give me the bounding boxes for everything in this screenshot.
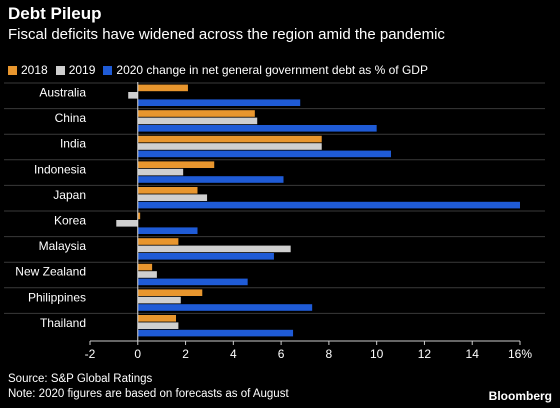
bar-korea-2019 [116,220,138,227]
x-tick-label: 4 [230,347,237,361]
legend-item-2020: 2020 change in net general government de… [103,63,428,77]
category-label-malaysia: Malaysia [39,239,87,253]
legend-item-2018: 2018 [8,63,48,77]
x-tick-label: 12 [418,347,432,361]
bar-thailand-2019 [137,322,179,329]
legend-label-2019: 2019 [68,63,96,77]
bar-australia-2018 [137,84,188,92]
bar-thailand-2020 [137,329,294,337]
bar-australia-2020 [137,99,301,106]
bar-new-zealand-2019 [137,271,157,278]
category-label-china: China [55,111,87,125]
bar-australia-2019 [128,92,138,99]
chart-title: Debt Pileup [8,4,102,23]
x-tick-label: 16% [508,347,532,361]
category-label-new-zealand: New Zealand [15,265,86,279]
bar-japan-2019 [137,194,208,201]
bar-thailand-2018 [137,315,176,322]
bar-malaysia-2018 [137,238,179,245]
bar-india-2020 [137,150,391,158]
chart-subtitle: Fiscal deficits have widened across the … [8,26,445,43]
category-label-korea: Korea [54,214,86,228]
bar-indonesia-2018 [137,161,215,168]
category-label-thailand: Thailand [40,316,86,330]
bar-japan-2018 [137,187,198,194]
category-label-philippines: Philippines [28,290,86,304]
bar-indonesia-2020 [137,176,284,183]
x-tick-label: 6 [278,347,285,361]
bar-india-2018 [137,135,322,143]
x-tick-label: 0 [134,347,141,361]
category-label-australia: Australia [39,86,86,100]
bar-new-zealand-2018 [137,263,153,271]
bloomberg-logo: Bloomberg [488,389,552,403]
category-label-japan: Japan [53,188,86,202]
source-note: Source: S&P Global Ratings [8,373,153,385]
legend-label-2020: 2020 change in net general government de… [116,63,428,77]
bar-new-zealand-2020 [137,278,248,286]
bar-india-2019 [137,143,322,150]
x-tick-label: 8 [326,347,333,361]
bar-korea-2018 [137,212,141,220]
x-tick-label: 10 [370,347,384,361]
legend-label-2018: 2018 [21,63,48,77]
bar-indonesia-2019 [137,168,184,176]
category-label-india: India [60,137,86,151]
bar-japan-2020 [137,201,520,209]
bar-philippines-2020 [137,304,313,311]
legend-item-2019: 2019 [55,63,96,77]
x-tick-label: -2 [85,347,96,361]
bar-china-2020 [137,125,377,132]
bar-philippines-2018 [137,289,203,296]
x-tick-label: 14 [466,347,480,361]
legend: 2018 2019 2020 change in net general gov… [8,63,436,77]
bar-china-2019 [137,117,258,125]
bar-malaysia-2019 [137,245,291,253]
bar-korea-2020 [137,227,198,234]
legend-swatch-2018 [8,65,17,75]
bar-philippines-2019 [137,296,181,304]
forecast-note: Note: 2020 figures are based on forecast… [8,388,289,400]
x-tick-label: 2 [182,347,189,361]
legend-swatch-2020 [103,65,113,75]
category-label-indonesia: Indonesia [34,162,86,176]
bar-china-2018 [137,110,255,117]
bar-malaysia-2020 [137,253,274,260]
legend-swatch-2019 [55,65,65,75]
